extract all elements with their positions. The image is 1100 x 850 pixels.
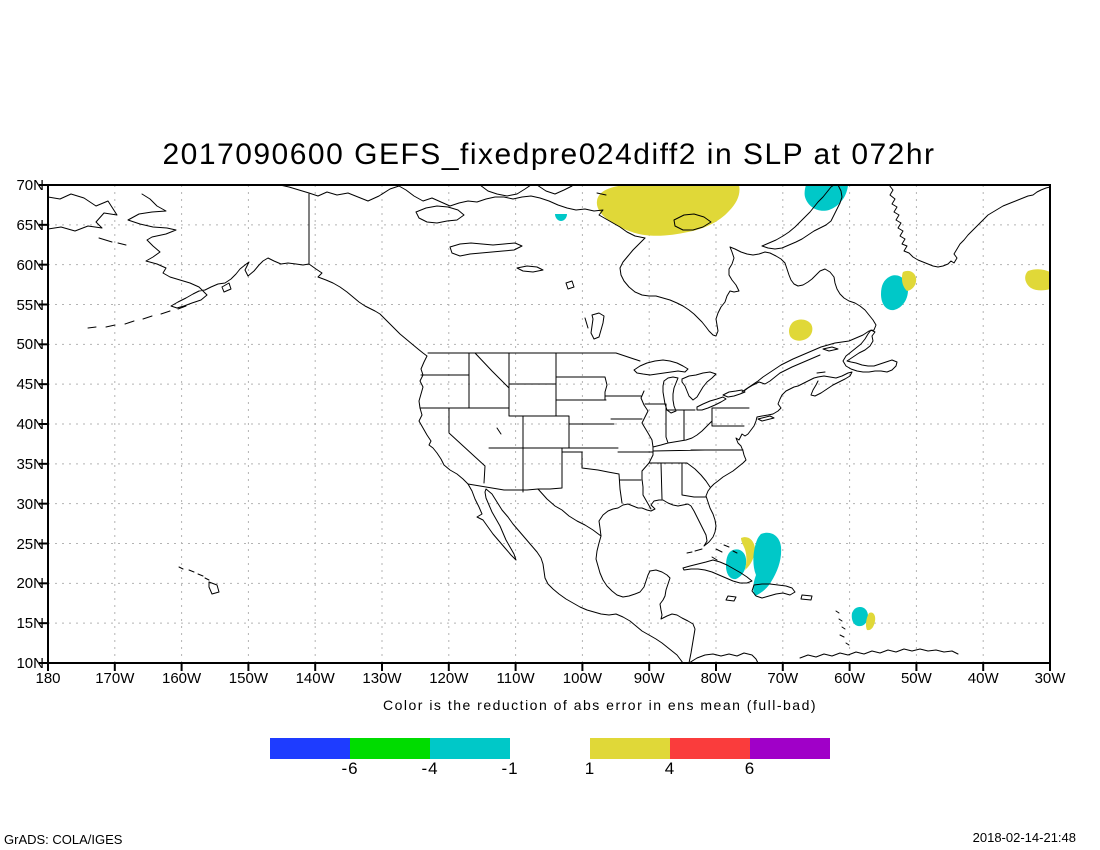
coast-anticosti-pei xyxy=(816,346,839,374)
coastlines-group xyxy=(48,185,1050,663)
anomaly-yellow-labrador-sea xyxy=(902,270,917,291)
anomaly-yellow-nunavut xyxy=(596,185,740,236)
colorbar-segment-purple xyxy=(750,738,830,759)
anomaly-yellow-bahamas-crescent xyxy=(741,537,755,570)
lat-tick-label: 45N xyxy=(16,376,44,394)
lakes-great-lakes xyxy=(633,359,746,414)
anomaly-cyan-bahamas-west xyxy=(726,549,747,580)
lon-tick-label: 30W xyxy=(1034,670,1066,687)
coast-cuba xyxy=(682,559,753,584)
coast-gulf-mexico-caribbean xyxy=(595,535,696,663)
timestamp: 2018-02-14-21:48 xyxy=(972,830,1076,845)
lat-tick-label: 60N xyxy=(16,256,44,274)
coast-southampton-island xyxy=(673,213,712,231)
lon-tick-label: 50W xyxy=(900,670,932,687)
coast-us-gulf-east xyxy=(598,376,819,547)
coast-lesser-antilles xyxy=(835,610,850,646)
colorbar-segment-blue xyxy=(270,738,350,759)
lat-tick-label: 30N xyxy=(16,495,44,513)
lon-tick-label: 100W xyxy=(562,670,602,687)
anomaly-cyan-bahamas-comma xyxy=(753,532,782,596)
lakes-canada xyxy=(415,205,605,435)
colorbar-segment-yellow xyxy=(590,738,670,759)
plot-title: 2017090600 GEFS_fixedpre024diff2 in SLP … xyxy=(162,138,936,171)
colorbar-negative xyxy=(270,738,510,759)
lon-tick-label: 170W xyxy=(95,670,135,687)
anomaly-yellow-right-edge xyxy=(1025,269,1050,291)
colorbar-tick-label: -1 xyxy=(501,759,519,778)
lat-tick-label: 50N xyxy=(16,336,44,354)
coast-aleutians xyxy=(87,282,232,329)
colorbar-tick-label: 6 xyxy=(744,759,756,778)
lon-tick-label: 140W xyxy=(295,670,335,687)
colorbar-caption: Color is the reduction of abs error in e… xyxy=(382,697,818,713)
coast-bahamas-keys xyxy=(686,544,738,561)
border-us-canada-49n xyxy=(427,352,641,362)
anomaly-cyan-baffin-bay xyxy=(804,185,848,211)
colorbar-tick-label: -6 xyxy=(341,759,359,778)
anomaly-regions-group xyxy=(555,185,1050,631)
lon-tick-label: 70W xyxy=(767,670,799,687)
gridlines-group xyxy=(48,185,1050,663)
grads-credit: GrADS: COLA/IGES xyxy=(4,832,123,847)
coast-st-lawrence-river xyxy=(743,354,821,392)
lat-tick-label: 35N xyxy=(16,455,44,473)
lon-tick-label: 160W xyxy=(162,670,202,687)
colorbar-tick-label: -4 xyxy=(421,759,439,778)
coast-newfoundland xyxy=(842,329,898,373)
lon-tick-label: 110W xyxy=(496,670,535,687)
coast-nova-scotia xyxy=(810,371,853,397)
lat-tick-label: 55N xyxy=(16,296,44,314)
borders-us-states xyxy=(419,352,750,537)
coast-puerto-rico xyxy=(800,594,813,601)
lat-tick-label: 70N xyxy=(16,177,44,194)
lat-tick-label: 25N xyxy=(16,535,44,553)
anomaly-cyan-antilles xyxy=(851,606,868,627)
colorbar-tick-label: 1 xyxy=(584,759,596,778)
coast-arctic-canada xyxy=(279,185,646,239)
colorbar-positive xyxy=(590,738,830,759)
lat-tick-label: 40N xyxy=(16,416,44,433)
lat-tick-label: 15N xyxy=(16,615,44,633)
anomaly-cyan-labrador-sea xyxy=(881,275,908,311)
coast-baffin-island xyxy=(761,185,843,250)
lat-tick-label: 65N xyxy=(16,216,44,234)
coast-hispaniola xyxy=(751,583,796,599)
coast-greenland xyxy=(888,185,1050,268)
coast-chukotka xyxy=(48,193,118,232)
lon-tick-label: 90W xyxy=(633,670,665,687)
map-frame xyxy=(47,184,1051,664)
lat-tick-label: 10N xyxy=(16,655,44,672)
axis-ticks-group xyxy=(39,184,1051,671)
colorbar-segment-red xyxy=(670,738,750,759)
lon-tick-label: 40W xyxy=(967,670,999,687)
coast-victoria-island xyxy=(479,185,607,197)
lon-tick-label: 150W xyxy=(228,670,268,687)
lon-tick-label: 60W xyxy=(834,670,866,687)
colorbar-segment-cyan xyxy=(430,738,510,759)
colorbar-segment-green xyxy=(350,738,430,759)
colorbar-tick-label: 4 xyxy=(664,759,676,778)
lon-tick-label: 120W xyxy=(429,670,469,687)
anomaly-yellow-antilles xyxy=(865,612,876,631)
coast-south-america xyxy=(688,648,959,663)
coast-alaska xyxy=(127,193,684,663)
coast-jamaica xyxy=(725,595,737,602)
anomaly-cyan-speck-hudson xyxy=(555,214,567,221)
lon-tick-label: 130W xyxy=(362,670,402,687)
coast-hudson-bay-labrador xyxy=(619,237,877,393)
lat-tick-label: 20N xyxy=(16,575,44,593)
coast-st-lawrence-island xyxy=(98,237,127,246)
anomaly-yellow-quebec xyxy=(789,319,813,341)
lon-tick-label: 180 xyxy=(35,670,61,687)
lon-tick-label: 80W xyxy=(700,670,732,687)
coast-hawaii xyxy=(178,566,220,595)
coast-long-island xyxy=(757,415,775,422)
